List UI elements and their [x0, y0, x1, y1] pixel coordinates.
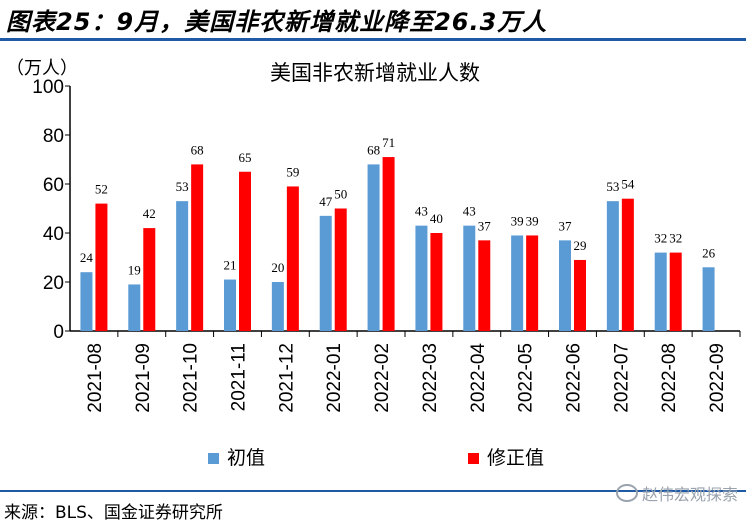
data-label-initial: 53: [176, 179, 189, 194]
y-tick-label: 40: [43, 224, 64, 245]
bar-revised: [430, 233, 443, 331]
data-label-revised: 52: [95, 182, 108, 197]
data-label-revised: 32: [669, 231, 682, 246]
x-tick-label: 2022-06: [564, 343, 585, 413]
bar-initial: [463, 225, 476, 331]
y-tick-label: 80: [43, 126, 64, 147]
bar-revised: [143, 228, 156, 331]
data-label-revised: 59: [286, 164, 299, 179]
x-tick-label: 2022-07: [611, 343, 632, 413]
data-label-initial: 24: [80, 250, 94, 265]
data-label-initial: 53: [606, 179, 619, 194]
bar-initial: [271, 282, 284, 331]
bar-initial: [559, 240, 571, 331]
data-label-initial: 32: [654, 231, 667, 246]
figure-title: 图表25：9月，美国非农新增就业降至26.3万人: [6, 8, 548, 36]
legend-swatch: [208, 453, 219, 464]
x-tick-label: 2022-02: [372, 343, 393, 413]
bar-initial: [319, 215, 332, 331]
data-label-revised: 39: [526, 213, 539, 228]
bar-initial: [654, 252, 667, 331]
bar-initial: [511, 235, 524, 331]
y-tick-label: 20: [43, 273, 64, 294]
x-tick-label: 2022-05: [516, 343, 537, 413]
x-tick-label: 2021-12: [276, 343, 297, 413]
x-tick-label: 2021-09: [133, 343, 154, 413]
y-tick-label: 0: [53, 322, 64, 343]
data-label-revised: 40: [430, 211, 443, 226]
data-label-initial: 68: [367, 142, 380, 157]
bar-revised: [382, 157, 395, 331]
data-label-initial: 19: [128, 262, 141, 277]
x-tick-label: 2022-03: [420, 343, 441, 413]
y-tick-label: 60: [43, 175, 64, 196]
bar-initial: [80, 272, 93, 331]
bar-revised: [286, 186, 299, 331]
x-tick-label: 2021-08: [85, 343, 106, 413]
bar-revised: [478, 240, 491, 331]
x-tick-label: 2022-09: [707, 343, 728, 413]
y-tick-label: 100: [32, 77, 64, 98]
data-label-initial: 20: [271, 260, 284, 275]
bar-initial: [128, 284, 141, 331]
legend-label: 初值: [227, 447, 265, 469]
legend-swatch: [468, 453, 479, 464]
data-label-initial: 21: [224, 258, 237, 273]
x-tick-label: 2021-11: [229, 343, 250, 411]
data-label-revised: 54: [621, 177, 635, 192]
data-label-initial: 26: [702, 245, 716, 260]
data-label-revised: 68: [191, 142, 204, 157]
data-label-initial: 43: [463, 204, 476, 219]
bar-initial: [702, 267, 715, 331]
bar-initial: [176, 201, 189, 331]
data-label-initial: 43: [415, 204, 428, 219]
bar-revised: [334, 208, 347, 331]
bar-revised: [669, 252, 682, 331]
data-label-revised: 37: [478, 218, 492, 233]
bar-chart: 美国非农新增就业人数（万人）0204060801002021-082452202…: [6, 58, 741, 469]
wechat-icon: [615, 484, 638, 502]
bar-initial: [606, 201, 619, 331]
watermark: 赵伟宏观探索: [615, 481, 738, 505]
legend-label: 修正值: [487, 447, 544, 469]
y-axis-unit: （万人）: [6, 58, 78, 79]
source-note: 来源：BLS、国金证券研究所: [4, 503, 223, 523]
bar-revised: [621, 198, 634, 331]
x-tick-label: 2022-01: [324, 343, 345, 413]
bar-initial: [224, 279, 236, 331]
bottom-divider: [0, 490, 746, 492]
top-divider: [0, 38, 746, 41]
x-tick-label: 2021-10: [181, 343, 202, 413]
bar-initial: [367, 164, 380, 331]
data-label-initial: 39: [511, 213, 524, 228]
data-label-revised: 65: [239, 150, 252, 165]
data-label-initial: 47: [319, 194, 333, 209]
data-label-revised: 71: [382, 135, 395, 150]
data-label-revised: 50: [334, 187, 347, 202]
data-label-initial: 37: [559, 218, 573, 233]
data-label-revised: 42: [143, 206, 156, 221]
bar-revised: [526, 235, 539, 331]
x-tick-label: 2022-08: [659, 343, 680, 413]
chart-title: 美国非农新增就业人数: [270, 61, 480, 85]
bar-revised: [95, 203, 108, 331]
watermark-text: 赵伟宏观探索: [641, 485, 738, 504]
bar-revised: [574, 259, 586, 331]
bar-revised: [191, 164, 204, 331]
bar-initial: [415, 225, 428, 331]
bar-revised: [239, 171, 251, 331]
x-tick-label: 2022-04: [468, 343, 489, 413]
data-label-revised: 29: [574, 238, 587, 253]
